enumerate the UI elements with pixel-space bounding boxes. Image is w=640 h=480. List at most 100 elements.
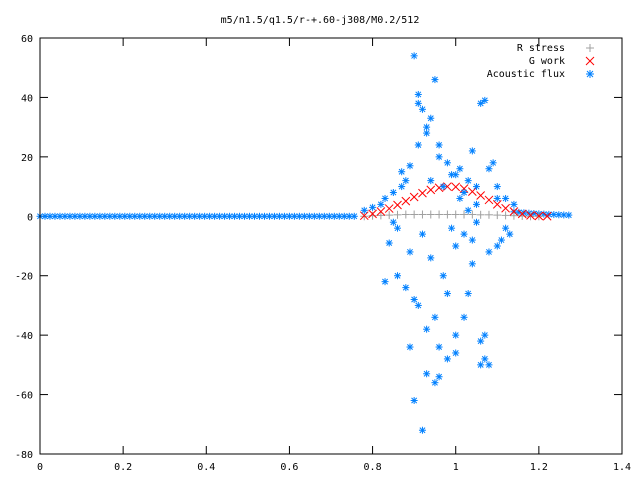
legend-label: Acoustic flux [487, 69, 565, 80]
series-3-point [481, 96, 489, 104]
series-2-point [542, 211, 552, 221]
series-3-point [389, 218, 397, 226]
series-3-point [410, 397, 418, 405]
series-3 [360, 52, 518, 434]
series-3-point [435, 373, 443, 381]
acoustic-flux-baseline-point [156, 212, 164, 220]
series-3-point [477, 99, 485, 107]
legend-marker [585, 56, 595, 66]
x-tick-label: 0 [37, 462, 43, 473]
series-2-point [484, 195, 494, 205]
series-1-point [393, 210, 402, 219]
series-1-point [418, 210, 427, 219]
series-3-point [443, 355, 451, 363]
y-tick-label: 0 [27, 212, 33, 223]
y-tick-label: -60 [15, 391, 33, 402]
acoustic-flux-baseline-point [236, 212, 244, 220]
series-3-point [439, 272, 447, 280]
series-1-point [501, 211, 510, 220]
series-2-point [409, 192, 419, 202]
acoustic-flux-baseline-point [231, 212, 239, 220]
series-3-point [439, 183, 447, 191]
x-tick-marks [39, 38, 623, 454]
series-3-point [468, 236, 476, 244]
plot-frame [39, 37, 623, 455]
series-3-point [456, 165, 464, 173]
series-3-point [452, 171, 460, 179]
series-1-point [426, 210, 435, 219]
series-3-point [497, 236, 505, 244]
legend-label: R stress [517, 43, 565, 54]
acoustic-flux-baseline [36, 212, 358, 220]
series-3-point [406, 248, 414, 256]
series-3-point [435, 153, 443, 161]
x-tick-label: 1 [453, 462, 459, 473]
series-3-point [389, 189, 397, 197]
series-3-point [360, 206, 368, 214]
series-2-point [517, 209, 527, 219]
y-tick-label: -40 [15, 331, 33, 342]
acoustic-flux-baseline-point [121, 212, 129, 220]
x-tick-labels: 0 0.2 0.4 0.6 0.8 1 1.2 1.4 [37, 462, 631, 473]
y-tick-label: 20 [21, 153, 33, 164]
legend-marker [586, 70, 594, 78]
y-tick-label: 60 [21, 34, 33, 45]
acoustic-flux-baseline-point [141, 212, 149, 220]
series-3-point [385, 239, 393, 247]
series-3-point [485, 361, 493, 369]
series-3-point [369, 203, 377, 211]
series-3-point [427, 114, 435, 122]
series-3-point [410, 295, 418, 303]
series-3-point [443, 159, 451, 167]
series-3-point [398, 183, 406, 191]
series-3-point [423, 325, 431, 333]
series-1-point [476, 210, 485, 219]
series-3-point [423, 129, 431, 137]
series-3-point [381, 194, 389, 202]
series-2-point [501, 203, 510, 213]
series-3-point [464, 290, 472, 298]
chart-title: m5/n1.5/q1.5/r-+.60-j308/M0.2/512 [221, 15, 420, 26]
legend-label: G work [529, 56, 565, 67]
series-2-point [534, 211, 544, 221]
series-1-point [443, 210, 452, 219]
series-3-point [448, 224, 456, 232]
series-2-point [384, 204, 394, 213]
series-1-point [385, 211, 394, 220]
series-3-point [406, 343, 414, 351]
series-3-point [493, 183, 501, 191]
series-2 [359, 182, 552, 221]
legend: R stress G work Acoustic flux [487, 43, 595, 80]
acoustic-flux-baseline-point [56, 212, 64, 220]
series-3-point [468, 147, 476, 155]
x-tick-label: 1.4 [613, 462, 631, 473]
series-3-point [402, 284, 410, 292]
series-3-point [402, 177, 410, 185]
series-1-point [376, 211, 385, 220]
series-3-point [477, 337, 485, 345]
acoustic-flux-baseline-point [41, 212, 49, 220]
y-tick-label: -20 [15, 272, 33, 283]
series-3-point [473, 183, 480, 191]
acoustic-flux-baseline-point [350, 212, 358, 220]
series-3-point [464, 206, 472, 214]
series-2-point [451, 182, 461, 192]
x-tick-label: 0.4 [197, 462, 215, 473]
series-3-point [502, 224, 510, 232]
series-2-point [526, 211, 535, 220]
series-3-point [493, 194, 501, 202]
series-1-point [401, 210, 410, 219]
x-tick-label: 1.2 [530, 462, 548, 473]
series-1-point [526, 212, 535, 221]
series-3-point [481, 331, 489, 339]
series-2-point [426, 185, 436, 195]
series-2-point [467, 187, 477, 196]
series-3-point [423, 370, 431, 378]
series-1-point [468, 210, 477, 219]
plot-series [36, 52, 573, 434]
series-3-point [431, 313, 439, 321]
series-3-point [452, 242, 460, 250]
series-2-point [359, 211, 369, 221]
series-3-point [423, 123, 431, 131]
series-3-point [410, 52, 418, 60]
